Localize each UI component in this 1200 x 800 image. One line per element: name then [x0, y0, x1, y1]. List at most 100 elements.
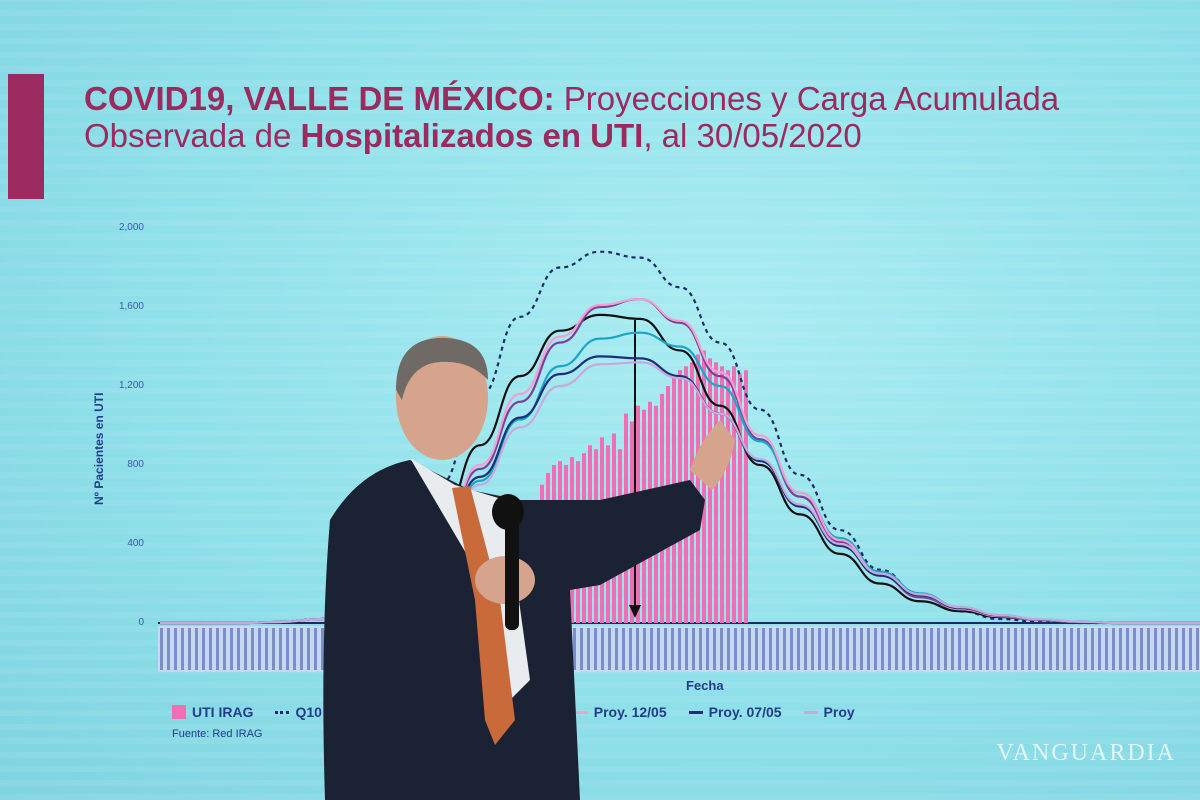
y-tick-label: 0 [138, 617, 144, 628]
bar [732, 366, 736, 623]
x-tick-label [300, 628, 303, 670]
x-tick-label [692, 628, 695, 670]
y-tick-label: 400 [127, 538, 144, 549]
x-tick-label [979, 628, 982, 670]
x-tick-label [1021, 628, 1024, 670]
peak-arrow-head [629, 605, 641, 618]
x-tick-label [188, 628, 191, 670]
x-tick-label [1147, 628, 1150, 670]
x-tick-label [265, 628, 268, 670]
x-tick-label [209, 628, 212, 670]
x-tick-label [1119, 628, 1122, 670]
legend-swatch [688, 710, 703, 714]
bar [720, 366, 724, 623]
x-tick-label [314, 628, 317, 670]
x-tick-label [195, 628, 198, 670]
x-tick-label [664, 628, 667, 670]
title-bold-1: COVID19, VALLE DE MÉXICO: [84, 80, 555, 117]
x-tick-label [762, 628, 765, 670]
x-tick-label [986, 628, 989, 670]
legend-swatch [803, 710, 818, 714]
x-axis-label: Fecha [686, 678, 724, 693]
x-tick-label [587, 628, 590, 670]
x-tick-label [202, 628, 205, 670]
x-tick-label [804, 628, 807, 670]
x-tick-label [930, 628, 933, 670]
x-tick-label [678, 628, 681, 670]
x-tick-label [1007, 628, 1010, 670]
x-tick-label [237, 628, 240, 670]
x-tick-label [958, 628, 961, 670]
x-tick-label [727, 628, 730, 670]
microphone [505, 520, 519, 630]
x-tick-label [321, 628, 324, 670]
x-tick-label [944, 628, 947, 670]
x-tick-label [272, 628, 275, 670]
title-bold-2: Hospitalizados en UTI [300, 117, 644, 154]
legend-label: Proy. 12/05 [593, 704, 667, 720]
x-tick-label [1063, 628, 1066, 670]
x-tick-label [832, 628, 835, 670]
x-tick-label [1077, 628, 1080, 670]
x-tick-label [636, 628, 639, 670]
y-tick-label: 2,000 [118, 222, 144, 233]
legend-label: Q10 [295, 704, 322, 720]
bar [714, 362, 718, 623]
microphone-head [492, 494, 524, 530]
x-tick-label [895, 628, 898, 670]
legend-item: Proy. 12/05 [573, 704, 667, 720]
x-tick-label [279, 628, 282, 670]
x-tick-label [174, 628, 177, 670]
x-tick-label [811, 628, 814, 670]
x-tick-label [951, 628, 954, 670]
legend-item: UTI IRAG [172, 704, 253, 720]
x-tick-label [706, 628, 709, 670]
x-tick-label [160, 628, 163, 670]
x-tick-label [1140, 628, 1143, 670]
bar [708, 358, 712, 623]
x-tick-label [825, 628, 828, 670]
x-tick-label [713, 628, 716, 670]
x-tick-label [1182, 628, 1185, 670]
x-tick-label [797, 628, 800, 670]
x-tick-label [615, 628, 618, 670]
x-tick-label [720, 628, 723, 670]
bar [702, 350, 706, 623]
x-tick-label [1168, 628, 1171, 670]
x-tick-label [909, 628, 912, 670]
x-tick-label [1028, 628, 1031, 670]
x-tick-label [167, 628, 170, 670]
x-tick-label [853, 628, 856, 670]
x-tick-label [251, 628, 254, 670]
legend-item: Proy. 07/05 [688, 704, 782, 720]
x-tick-label [1105, 628, 1108, 670]
x-tick-label [181, 628, 184, 670]
title-part-1: Proyecciones y Carga Acumulada Observada… [84, 80, 1060, 154]
legend-swatch [275, 710, 290, 714]
x-tick-label [1084, 628, 1087, 670]
x-tick-label [650, 628, 653, 670]
x-tick-label [293, 628, 296, 670]
legend-label: Proy [823, 704, 855, 720]
x-tick-label [1175, 628, 1178, 670]
legend-item: Proy [803, 704, 855, 720]
bar [744, 370, 748, 623]
x-tick-label [846, 628, 849, 670]
x-tick-label [216, 628, 219, 670]
x-tick-label [594, 628, 597, 670]
x-tick-label [1042, 628, 1045, 670]
x-tick-label [601, 628, 604, 670]
x-tick-label [573, 628, 576, 670]
x-tick-label [776, 628, 779, 670]
x-tick-label [286, 628, 289, 670]
legend-label: UTI IRAG [192, 704, 254, 720]
x-tick-label [783, 628, 786, 670]
x-tick-label [1098, 628, 1101, 670]
y-tick-label: 1,200 [118, 380, 144, 391]
x-tick-label [867, 628, 870, 670]
x-tick-label [685, 628, 688, 670]
x-tick-label [258, 628, 261, 670]
x-tick-label [965, 628, 968, 670]
x-tick-label [1035, 628, 1038, 670]
